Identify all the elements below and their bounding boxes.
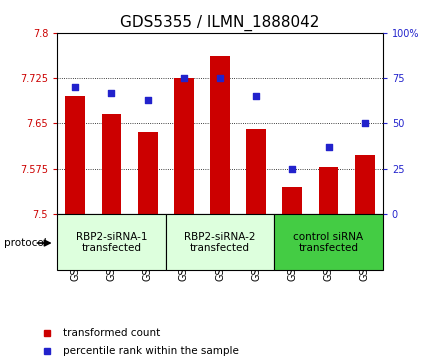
Bar [210,56,230,214]
Point [72,84,79,90]
Bar [282,187,302,214]
Text: percentile rank within the sample: percentile rank within the sample [63,346,239,356]
Point [216,75,224,81]
Point [144,97,151,103]
Bar [274,214,383,270]
Point [253,93,260,99]
Point [108,90,115,95]
Bar [166,214,274,270]
Point [325,144,332,150]
Point [361,121,368,126]
Text: RBP2-siRNA-1
transfected: RBP2-siRNA-1 transfected [76,232,147,253]
Text: protocol: protocol [4,238,47,248]
Text: control siRNA
transfected: control siRNA transfected [293,232,363,253]
Bar [66,96,85,214]
Text: transformed count: transformed count [63,328,160,338]
Bar [319,167,338,214]
Text: RBP2-siRNA-2
transfected: RBP2-siRNA-2 transfected [184,232,256,253]
Point [180,75,187,81]
Bar [138,132,158,214]
Bar [57,214,166,270]
Bar [174,78,194,214]
Title: GDS5355 / ILMN_1888042: GDS5355 / ILMN_1888042 [120,15,320,31]
Bar [355,155,375,214]
Bar [246,130,266,214]
Point [289,166,296,172]
Bar [102,114,121,214]
